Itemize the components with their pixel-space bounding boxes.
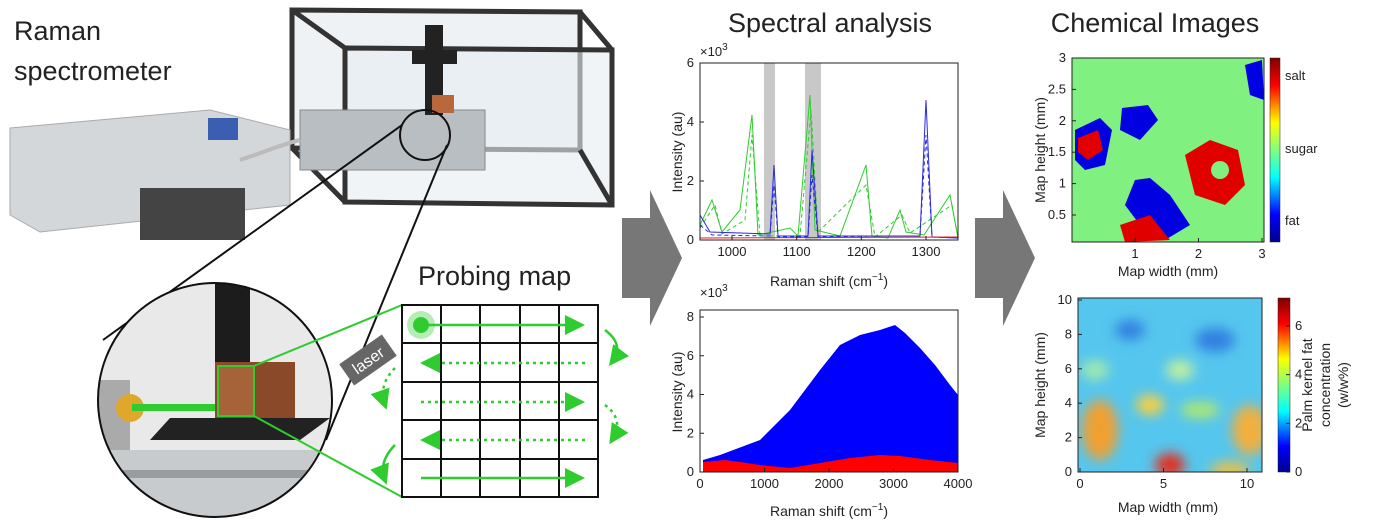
y-tick-label: 0 — [1065, 464, 1072, 479]
flow-arrow — [622, 190, 682, 326]
concentration-map — [1077, 297, 1291, 473]
y-axis-label: Map height (mm) — [1032, 97, 1048, 203]
bottom-spectrum-plot — [699, 309, 959, 473]
colorbar-label: salt — [1285, 68, 1306, 83]
y-tick-label: 0 — [687, 464, 694, 479]
x-label-part: Raman shift (cm — [770, 503, 872, 519]
colorbar-title-line: Palm kernel fat — [1299, 338, 1315, 431]
x-label-part: ) — [883, 503, 888, 519]
scan-path — [370, 311, 630, 488]
y-tick-label: 3 — [1059, 50, 1066, 65]
x-tick-label: 2000 — [815, 476, 844, 491]
y-tick-label: 2 — [687, 173, 694, 188]
x-axis-label: Map width (mm) — [1118, 263, 1218, 279]
x-tick-label: 4000 — [944, 476, 973, 491]
y-tick-label: 0.5 — [1048, 207, 1066, 222]
title-line: spectrometer — [14, 56, 172, 86]
y-tick-label: 8 — [687, 309, 694, 324]
exponent-base: ×10 — [700, 44, 722, 59]
zoom-illustration — [97, 124, 448, 518]
y-tick-label: 4 — [1065, 395, 1072, 410]
x-tick-label: 5 — [1160, 476, 1167, 491]
y-tick-label: 10 — [1058, 292, 1072, 307]
y-tick-label: 4 — [687, 387, 694, 402]
title-line: Raman — [14, 16, 101, 46]
y-tick-label: 8 — [1065, 326, 1072, 341]
y-axis-label: Intensity (au) — [669, 352, 685, 433]
colorbar-title-line: (w/w%) — [1335, 362, 1351, 408]
exponent: 3 — [722, 42, 728, 53]
x-tick-label: 2 — [1195, 246, 1202, 261]
exponent-label: ×103 — [700, 283, 728, 300]
x-tick-label: 10 — [1240, 476, 1254, 491]
x-tick-label: 1100 — [783, 244, 811, 259]
exponent-base: ×10 — [700, 285, 722, 300]
x-label-sup: −1 — [872, 502, 884, 513]
x-tick-label: 0 — [1076, 476, 1083, 491]
y-tick-label: 6 — [1065, 361, 1072, 376]
x-tick-label: 0 — [696, 476, 703, 491]
spectrometer-illustration — [9, 7, 615, 240]
y-tick-label: 2 — [1059, 113, 1066, 128]
y-tick-label: 1 — [1059, 176, 1066, 191]
colorbar-tick-label: 0 — [1295, 464, 1302, 479]
x-tick-label: 1300 — [912, 244, 941, 259]
colorbar-tick-label: 2 — [1295, 415, 1302, 430]
top-spectrum-plot — [699, 62, 959, 241]
probing-map-title: Probing map — [418, 261, 571, 291]
colorbar-tick-label: 4 — [1295, 367, 1302, 382]
x-tick-label: 1000 — [718, 244, 747, 259]
y-tick-label: 0 — [687, 232, 694, 247]
x-tick-label: 1200 — [847, 244, 876, 259]
colorbar-title: Palm kernel fat concentration (w/w%) — [1299, 338, 1351, 431]
section-title: Spectral analysis — [728, 8, 932, 38]
x-tick-label: 3 — [1258, 246, 1265, 261]
y-tick-label: 2 — [687, 425, 694, 440]
x-axis-label: Raman shift (cm−1) — [770, 272, 888, 289]
x-axis-label: Map width (mm) — [1118, 499, 1218, 515]
x-label-part: Raman shift (cm — [770, 273, 872, 289]
colorbar-label: sugar — [1285, 141, 1318, 156]
y-axis-label: Intensity (au) — [669, 112, 685, 193]
y-tick-label: 4 — [687, 114, 694, 129]
y-tick-label: 2 — [1065, 430, 1072, 445]
classification-map — [1071, 57, 1281, 243]
y-tick-label: 6 — [687, 348, 694, 363]
colorbar-label: fat — [1285, 213, 1300, 228]
section-title: Chemical Images — [1051, 8, 1260, 38]
x-tick-label: 3000 — [879, 476, 908, 491]
colorbar-tick-label: 6 — [1295, 318, 1302, 333]
exponent-label: ×103 — [700, 42, 728, 59]
colorbar-title-line: concentration — [1317, 343, 1333, 427]
flow-arrow — [975, 190, 1035, 326]
y-tick-label: 2.5 — [1048, 81, 1066, 96]
x-tick-label: 1000 — [750, 476, 779, 491]
x-tick-label: 1 — [1131, 246, 1138, 261]
y-tick-label: 6 — [687, 55, 694, 70]
exponent: 3 — [722, 283, 728, 294]
x-axis-label: Raman shift (cm−1) — [770, 502, 888, 519]
x-label-sup: −1 — [872, 272, 884, 283]
x-label-part: ) — [883, 273, 888, 289]
y-tick-label: 1.5 — [1048, 144, 1066, 159]
laser-tag: laser — [339, 334, 397, 386]
y-axis-label: Map height (mm) — [1032, 332, 1048, 438]
